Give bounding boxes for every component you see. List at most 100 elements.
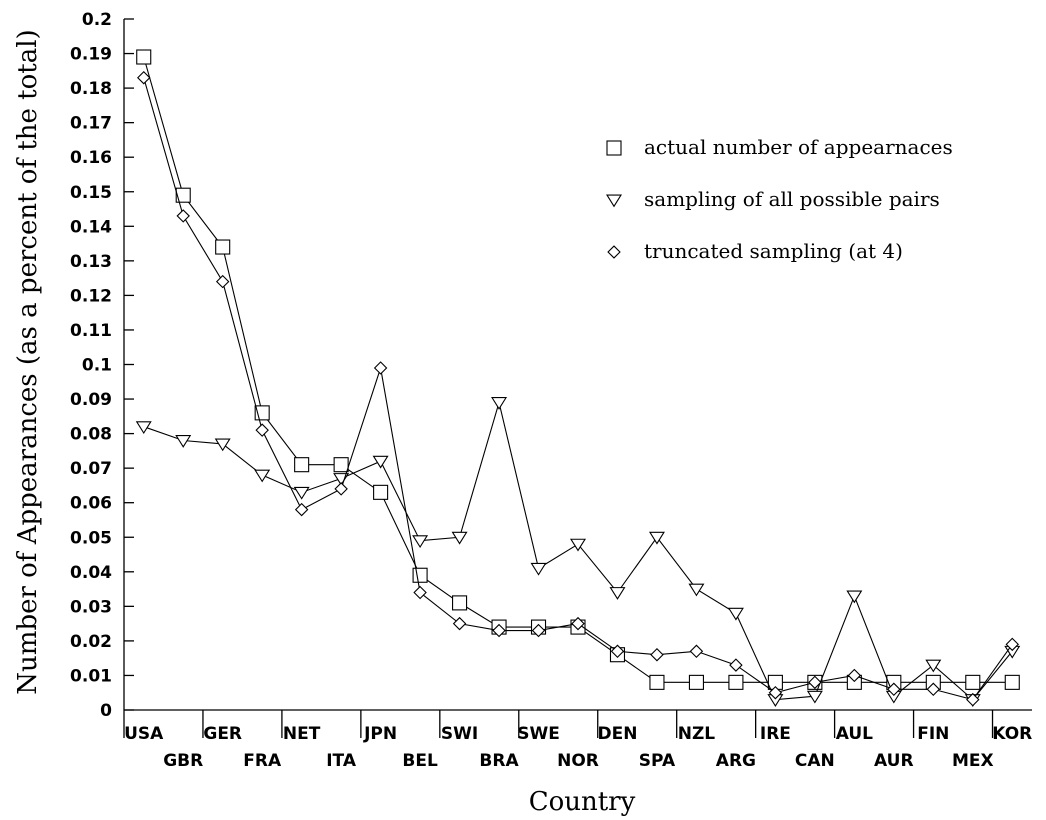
y-tick-label: 0.18 — [70, 79, 112, 99]
data-point — [727, 607, 744, 621]
x-tick-label: GER — [203, 724, 242, 744]
data-point — [688, 583, 705, 597]
y-tick-label: 0.1 — [82, 356, 112, 376]
data-point — [729, 658, 743, 672]
y-tick-label: 0.08 — [70, 425, 112, 445]
y-tick-label: 0.2 — [82, 10, 112, 30]
x-axis-title: Country — [529, 787, 636, 817]
data-point — [689, 644, 704, 658]
legend-marker — [606, 194, 622, 208]
data-point — [176, 209, 190, 223]
x-tick-label: BEL — [402, 751, 438, 771]
x-tick-label: FRA — [243, 751, 282, 771]
y-tick-label: 0.03 — [70, 597, 112, 617]
data-point — [965, 674, 981, 690]
data-point — [451, 531, 468, 545]
legend-label: actual number of appearnaces — [644, 135, 953, 159]
x-tick-label: SWE — [517, 724, 560, 744]
y-axis-ticks: 0 0.01 0.02 0.03 0.04 0.05 0.06 0.07 0.08 0.09 0.1… — [70, 10, 134, 721]
x-tick-label: AUR — [874, 751, 914, 771]
y-tick-label: 0.13 — [70, 252, 112, 272]
series-2 — [135, 397, 1021, 707]
x-tick-label: SPA — [639, 751, 676, 771]
data-point — [492, 623, 506, 638]
data-point — [966, 692, 980, 707]
data-point — [926, 682, 941, 696]
x-tick-label: NET — [283, 724, 321, 744]
y-tick-label: 0.04 — [70, 563, 112, 583]
data-point — [137, 71, 151, 85]
y-tick-label: 0.19 — [70, 45, 112, 65]
data-point — [373, 484, 389, 500]
data-point — [570, 538, 586, 552]
x-tick-label: NOR — [557, 751, 599, 771]
data-point — [373, 361, 388, 375]
x-tick-label: FIN — [917, 724, 949, 744]
data-point — [609, 587, 626, 600]
y-tick-label: 0.09 — [70, 390, 112, 410]
data-point — [412, 535, 429, 549]
x-tick-label: MEX — [952, 751, 994, 771]
legend-item: sampling of all possible pairs — [606, 187, 940, 211]
data-point — [412, 567, 428, 583]
legend: actual number of appearnaces sampling of … — [606, 135, 953, 263]
data-point — [215, 239, 231, 255]
data-point — [1004, 674, 1020, 690]
data-point — [255, 423, 269, 437]
x-tick-label: BRA — [479, 751, 519, 771]
data-point — [846, 590, 863, 604]
x-tick-label: DEN — [598, 724, 638, 744]
data-point — [768, 685, 783, 700]
data-point — [254, 469, 271, 483]
series-3 — [137, 71, 1019, 707]
data-point — [728, 674, 744, 690]
data-point — [333, 457, 349, 473]
x-tick-label: ITA — [326, 751, 357, 771]
data-point — [1005, 637, 1019, 652]
data-point — [887, 682, 901, 696]
data-point — [294, 502, 309, 517]
data-point — [571, 616, 585, 631]
y-tick-label: 0.01 — [70, 666, 112, 686]
data-point — [808, 675, 822, 690]
data-point — [648, 531, 665, 545]
data-point — [925, 659, 942, 673]
x-tick-label: KOR — [992, 724, 1032, 744]
data-point — [650, 647, 664, 662]
x-tick-label: USA — [124, 724, 164, 744]
x-tick-label: SWI — [441, 724, 478, 744]
series-line — [143, 77, 1013, 701]
data-point — [214, 438, 231, 452]
y-tick-label: 0.07 — [70, 459, 112, 479]
data-point — [806, 690, 823, 704]
data-point — [452, 616, 467, 631]
y-tick-label: 0.16 — [70, 148, 112, 168]
x-tick-label: CAN — [795, 751, 835, 771]
data-point — [649, 674, 665, 690]
x-tick-label: NZL — [678, 724, 716, 744]
data-point — [175, 187, 191, 203]
data-point — [135, 421, 152, 435]
y-tick-label: 0.11 — [70, 321, 112, 341]
axes — [123, 19, 1032, 711]
data-point — [847, 668, 862, 683]
data-point — [688, 674, 704, 690]
y-tick-label: 0 — [100, 701, 112, 721]
x-tick-label: AUL — [836, 724, 873, 744]
data-point — [293, 486, 310, 500]
y-tick-label: 0.17 — [70, 114, 112, 134]
data-point — [215, 274, 230, 289]
data-point — [294, 457, 310, 473]
y-tick-label: 0.05 — [70, 528, 112, 548]
x-tick-label: GBR — [163, 751, 203, 771]
data-point — [372, 455, 389, 469]
x-tick-label: ARG — [716, 751, 756, 771]
series-layer — [135, 49, 1021, 707]
data-point — [175, 435, 192, 448]
legend-marker — [607, 245, 621, 259]
x-tick-label: JPN — [363, 724, 397, 744]
y-tick-label: 0.15 — [70, 183, 112, 203]
data-point — [610, 644, 625, 658]
